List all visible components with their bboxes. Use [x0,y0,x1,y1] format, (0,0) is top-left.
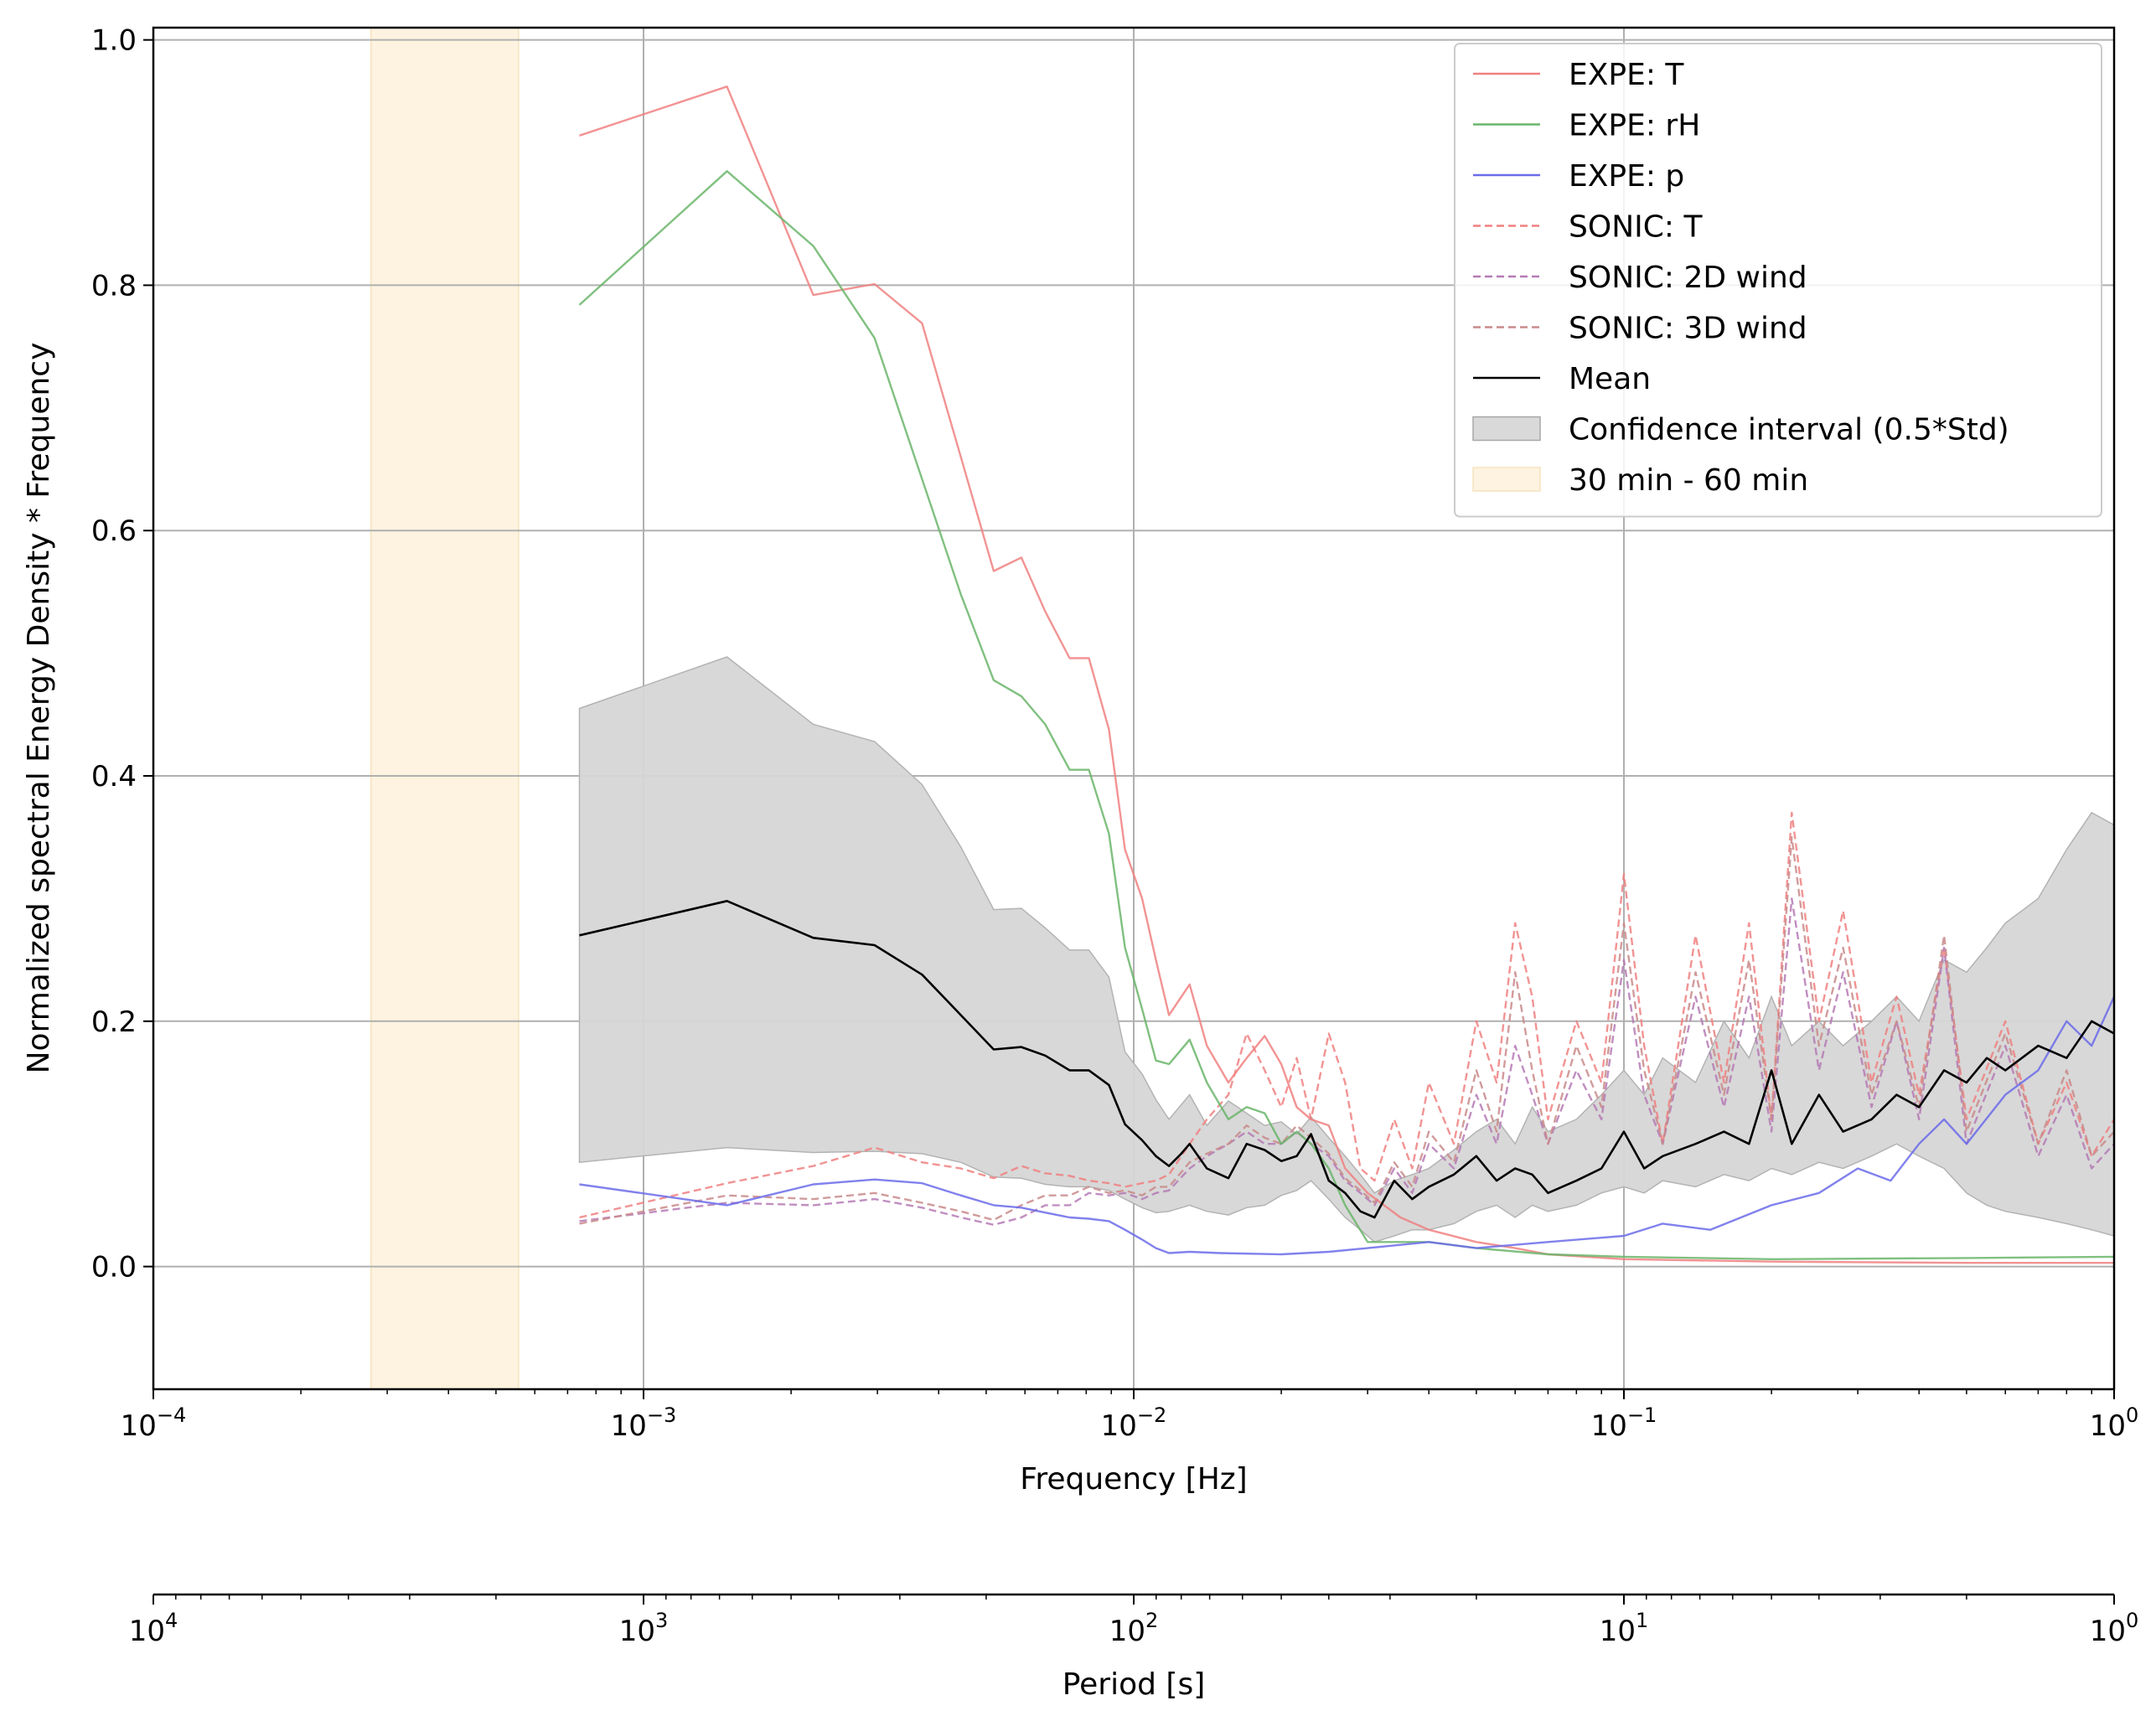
period-tick-label: 103 [619,1609,669,1648]
y-tick-label: 0.8 [91,269,137,302]
period-axis-ticks: 104 103 102 101 100 [129,1595,2139,1648]
series-line-sonic-2d-wind [579,897,2115,1226]
period-tick-label: 101 [1600,1609,1649,1648]
series-line-mean [579,900,2115,1219]
period-axis-label: Period [s] [1062,1667,1206,1702]
y-tick-label: 0.0 [91,1251,137,1284]
x-tick-label: 10−4 [121,1403,187,1443]
legend-label-mean: Mean [1569,362,1651,396]
x-tick-label: 10−3 [611,1403,677,1443]
y-tick-label: 0.4 [91,760,137,793]
legend: EXPE: T EXPE: rH EXPE: p SONIC: T SONIC: 2D … [1454,43,2102,518]
legend-swatch-30-min-60-min [1472,467,1541,492]
legend-label-sonic-t: SONIC: T [1569,210,1703,245]
legend-label-sonic-3d-wind: SONIC: 3D wind [1569,312,1807,346]
series-line-expe-t [579,85,2114,1264]
x-tick-label: 10−1 [1591,1403,1657,1443]
period-band-layer [370,27,520,1390]
legend-swatch-confidence-interval-0-5-std [1472,416,1541,442]
y-tick-label: 0.2 [91,1005,137,1039]
legend-box [1454,43,2102,518]
legend-label-sonic-2d-wind: SONIC: 2D wind [1569,261,1807,295]
y-axis-label: Normalized spectral Energy Density * Fre… [22,343,56,1074]
series-line-expe-p [579,996,2116,1256]
series-layer [578,85,2116,1264]
series-line-sonic-3d-wind [579,836,2115,1225]
legend-label-expe-t: EXPE: T [1569,58,1684,92]
period-band-30-60min [370,27,520,1390]
x-tick-label: 10−2 [1101,1403,1167,1443]
y-tick-label: 1.0 [91,24,137,58]
period-tick-label: 102 [1109,1609,1159,1648]
x-tick-label: 100 [2090,1403,2139,1443]
tick-layer: 10−4 10−3 10−2 10−1 100 0.0 0.2 0.4 0.6 0.8 1.0 [91,24,2138,1443]
legend-label-30-min-60-min: 30 min - 60 min [1569,463,1808,498]
legend-label-expe-p: EXPE: p [1569,159,1684,194]
legend-label-expe-rh: EXPE: rH [1569,109,1700,143]
legend-label-confidence-interval-0-5-std: Confidence interval (0.5*Std) [1569,413,2009,447]
x-axis-label: Frequency [Hz] [1020,1462,1247,1496]
y-tick-label: 0.6 [91,514,137,548]
period-tick-label: 100 [2090,1609,2139,1648]
series-line-sonic-t [579,811,2116,1219]
period-tick-label: 104 [129,1609,178,1648]
